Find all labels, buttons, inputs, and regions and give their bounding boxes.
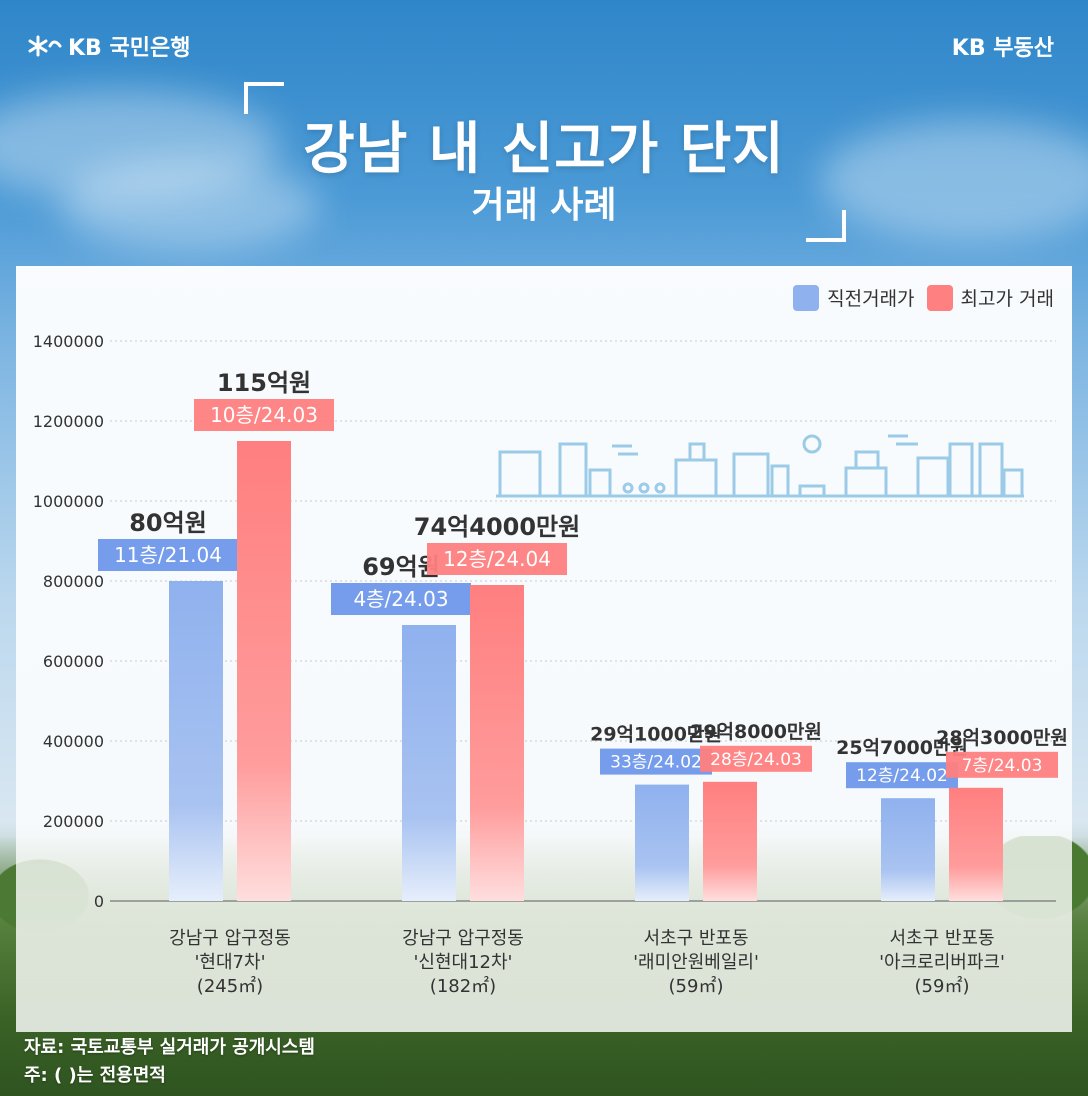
cloud bbox=[60, 160, 320, 250]
legend-swatch-high bbox=[926, 284, 953, 311]
title-bracket-right bbox=[806, 210, 846, 242]
page-title: 강남 내 신고가 단지 bbox=[303, 117, 785, 182]
bar-price-label: 28억3000만원 bbox=[936, 727, 1068, 749]
bar-tag-label: 11층/21.04 bbox=[114, 543, 222, 567]
legend-swatch-prev bbox=[793, 284, 820, 311]
cloud bbox=[0, 90, 280, 200]
legend-label-prev: 직전거래가 bbox=[827, 288, 915, 310]
y-tick-label: 800000 bbox=[43, 572, 104, 591]
bar-tag-label: 12층/24.04 bbox=[443, 547, 551, 571]
x-category-label: '현대7차' bbox=[194, 952, 265, 973]
bar-tag-label: 4층/24.03 bbox=[353, 587, 448, 611]
bar-tag-bg bbox=[98, 539, 238, 571]
x-category-label: '아크로리버파크' bbox=[879, 952, 1005, 973]
bar-price-label: 25억7000만원 bbox=[836, 737, 968, 759]
y-tick-label: 0 bbox=[94, 892, 104, 911]
bar-prev bbox=[635, 784, 689, 901]
bar-tag-bg bbox=[194, 399, 334, 431]
skyline-illustration bbox=[496, 434, 1024, 498]
bar-tag-label: 10층/24.03 bbox=[210, 403, 318, 427]
bar-high bbox=[237, 441, 291, 901]
bar-price-label: 80억원 bbox=[129, 509, 207, 537]
bar-tag-label: 7층/24.03 bbox=[962, 756, 1043, 776]
bar-price-label: 115억원 bbox=[217, 369, 311, 397]
bar-tag-label: 28층/24.03 bbox=[710, 750, 802, 770]
bar-price-label: 29억8000만원 bbox=[690, 721, 822, 743]
x-category-label: 강남구 압구정동 bbox=[402, 928, 524, 949]
x-category-label: 강남구 압구정동 bbox=[169, 928, 291, 949]
bar-price-label: 29억1000만원 bbox=[590, 724, 722, 746]
kb-star-icon bbox=[28, 35, 62, 57]
legend-label-high: 최고가 거래 bbox=[960, 288, 1054, 310]
bars-group: 11층/21.04 80억원 4층/24.03 69억원 33층/24.02 29억100… bbox=[98, 369, 1068, 997]
title-bracket-left bbox=[244, 82, 284, 114]
legend-item-high: 최고가 거래 bbox=[926, 284, 1054, 311]
bar-tag-bg bbox=[946, 751, 1058, 778]
y-tick-label: 1000000 bbox=[33, 492, 104, 511]
cloud bbox=[820, 120, 1088, 240]
y-tick-label: 1400000 bbox=[33, 332, 104, 351]
bar-tag-label: 12층/24.02 bbox=[856, 766, 948, 786]
bar-high bbox=[703, 781, 757, 901]
x-category-label: (59㎡) bbox=[915, 975, 970, 997]
bar-tag-bg bbox=[700, 745, 812, 772]
bar-tag-bg bbox=[331, 583, 471, 615]
bar-price-label: 69억원 bbox=[362, 553, 440, 581]
x-category-label: (182㎡) bbox=[430, 975, 496, 997]
kb-bank-logo-text: KB 국민은행 bbox=[68, 36, 191, 61]
x-category-label: 서초구 반포동 bbox=[643, 928, 748, 949]
legend-item-prev: 직전거래가 bbox=[793, 284, 915, 311]
bar-prev bbox=[402, 625, 456, 901]
x-category-label: '신현대12차' bbox=[413, 952, 512, 973]
x-category-label: 서초구 반포동 bbox=[889, 928, 994, 949]
chart-legend: 직전거래가 최고가 거래 bbox=[793, 284, 1054, 311]
bar-tag-label: 33층/24.02 bbox=[610, 753, 702, 773]
y-tick-label: 600000 bbox=[43, 652, 104, 671]
y-tick-label: 1200000 bbox=[33, 412, 104, 431]
x-category-label: '래미안원베일리' bbox=[633, 952, 759, 973]
bar-prev bbox=[881, 798, 935, 901]
kb-bank-logo: KB 국민은행 bbox=[28, 30, 190, 62]
y-tick-label: 400000 bbox=[43, 732, 104, 751]
bar-prev bbox=[169, 581, 223, 901]
bar-tag-bg bbox=[846, 762, 958, 789]
y-tick-label: 200000 bbox=[43, 812, 104, 831]
bar-high bbox=[949, 787, 1003, 901]
source-note: 자료: 국토교통부 실거래가 공개시스템 bbox=[24, 1037, 315, 1058]
bar-tag-bg bbox=[600, 748, 712, 775]
bar-high bbox=[470, 585, 524, 901]
footer: 자료: 국토교통부 실거래가 공개시스템 주: ( )는 전용면적 bbox=[24, 1034, 315, 1090]
x-category-label: (245㎡) bbox=[197, 975, 263, 997]
page-subtitle: 거래 사례 bbox=[471, 185, 617, 226]
x-category-label: (59㎡) bbox=[669, 975, 724, 997]
bar-tag-bg bbox=[427, 543, 567, 575]
kb-realestate-logo: KB 부동산 bbox=[951, 36, 1054, 61]
bar-price-label: 74억4000만원 bbox=[414, 513, 580, 541]
area-note: 주: ( )는 전용면적 bbox=[24, 1065, 166, 1086]
